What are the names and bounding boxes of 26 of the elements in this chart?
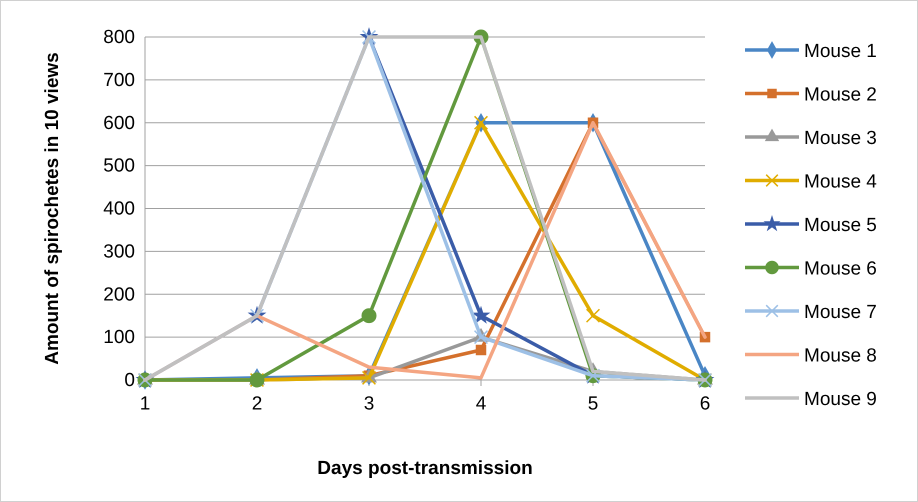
legend-label: Mouse 3 [804, 128, 877, 149]
x-tick-label: 6 [700, 393, 710, 414]
legend-label: Mouse 5 [804, 215, 877, 236]
y-tick-label: 500 [103, 156, 135, 177]
legend-label: Mouse 8 [804, 346, 877, 366]
y-tick-label: 200 [103, 284, 135, 306]
legend-label: Mouse 4 [804, 172, 878, 192]
x-tick-label: 4 [476, 393, 487, 414]
legend-label: Mouse 7 [804, 302, 877, 323]
x-tick-label: 5 [588, 393, 598, 414]
y-tick-label: 800 [103, 27, 135, 48]
y-tick-label: 0 [124, 370, 135, 392]
legend-label: Mouse 6 [804, 258, 877, 280]
y-tick-label: 300 [103, 241, 135, 262]
y-tick-label: 700 [103, 70, 135, 91]
x-tick-label: 3 [364, 393, 374, 414]
x-axis-title: Days post-transmission [317, 458, 533, 479]
y-tick-label: 400 [103, 198, 135, 220]
y-tick-label: 600 [103, 112, 135, 134]
x-tick-label: 1 [140, 393, 150, 414]
legend-label: Mouse 2 [804, 84, 877, 106]
y-tick-label: 100 [103, 327, 135, 348]
y-axis-title: Amount of spirochetes in 10 views [42, 52, 63, 365]
x-tick-label: 2 [252, 393, 262, 414]
legend-label: Mouse 1 [804, 41, 877, 62]
legend-label: Mouse 9 [804, 389, 877, 410]
